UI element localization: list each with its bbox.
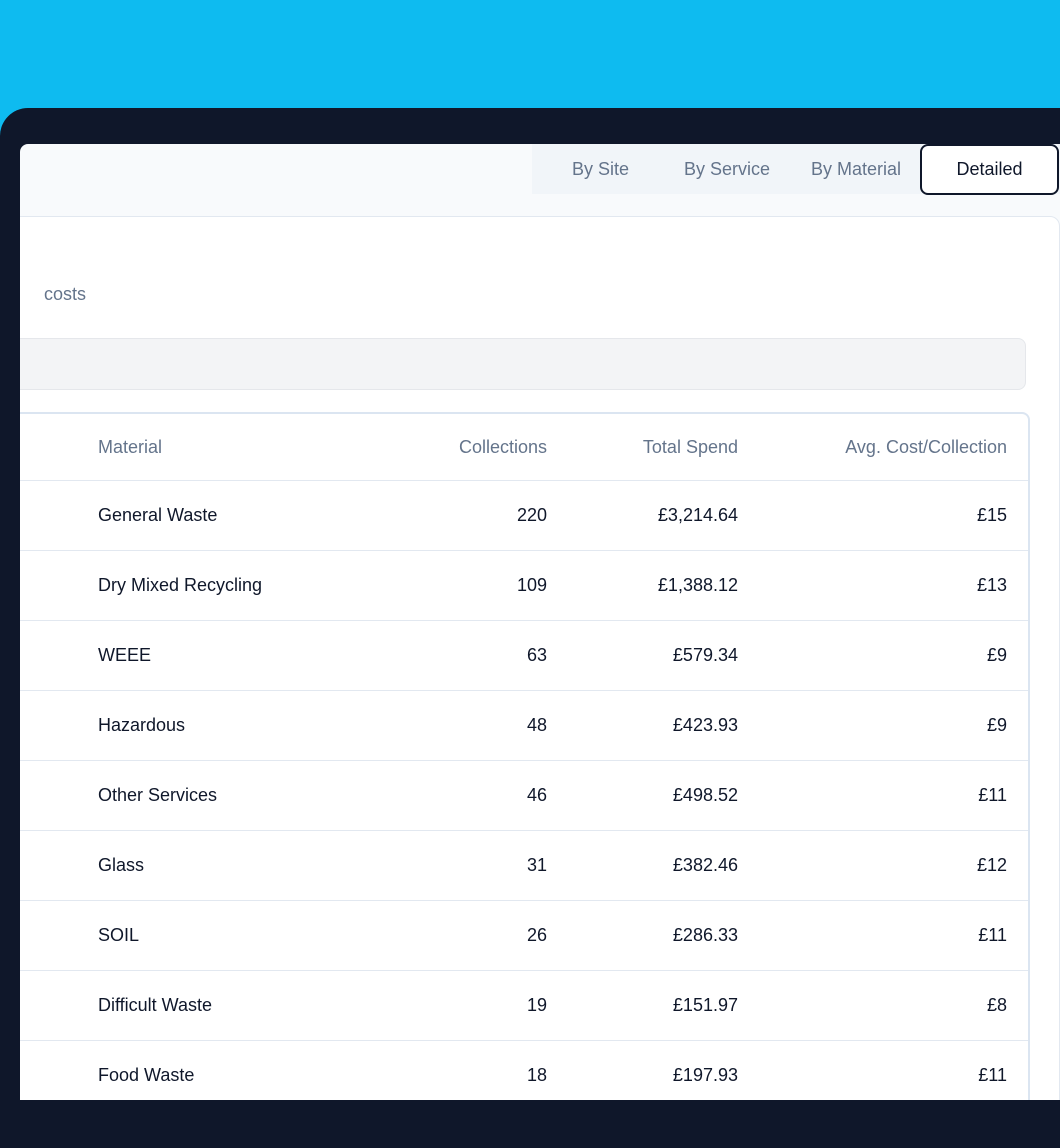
cell-material: Dry Mixed Recycling <box>98 574 263 595</box>
table-row[interactable]: Dry Mixed Recycling 109 £1,388.12 £13 <box>20 550 1028 621</box>
tab-by-site[interactable]: By Site <box>572 159 630 179</box>
cell-total-spend: £382.46 <box>672 854 738 875</box>
cell-material: WEEE <box>98 644 152 665</box>
cell-avg-cost: £15 <box>976 504 1007 525</box>
table-row[interactable]: WEEE 63 £579.34 £9 <box>20 620 1028 691</box>
search-input[interactable] <box>20 338 1026 390</box>
table-row[interactable]: Other Services 46 £498.52 £11 <box>20 760 1028 831</box>
table-row[interactable]: Difficult Waste 19 £151.97 £8 <box>20 970 1028 1041</box>
cell-total-spend: £3,214.64 <box>657 504 738 525</box>
cell-total-spend: £423.93 <box>672 714 738 735</box>
cell-total-spend: £286.33 <box>672 924 738 945</box>
cell-collections: 19 <box>526 994 547 1015</box>
cell-avg-cost: £9 <box>986 644 1007 665</box>
cell-material: Other Services <box>98 784 218 805</box>
cell-material: Food Waste <box>98 1064 195 1085</box>
tab-by-material[interactable]: By Material <box>811 159 902 179</box>
cell-avg-cost: £11 <box>978 924 1007 945</box>
cell-collections: 63 <box>526 644 547 665</box>
view-tabs: By Site By Service By Material Detailed <box>532 144 1060 195</box>
cell-total-spend: £151.97 <box>672 994 738 1015</box>
cell-collections: 46 <box>526 784 547 805</box>
cell-collections: 220 <box>516 504 547 525</box>
header-collections[interactable]: Collections <box>458 436 547 457</box>
tab-by-service[interactable]: By Service <box>684 159 771 179</box>
cell-avg-cost: £12 <box>976 854 1007 875</box>
cell-total-spend: £579.34 <box>672 644 738 665</box>
cell-material: SOIL <box>98 924 140 945</box>
cell-avg-cost: £13 <box>976 574 1007 595</box>
cell-collections: 18 <box>526 1064 547 1085</box>
header-material[interactable]: Material <box>98 436 163 457</box>
cell-avg-cost: £8 <box>986 994 1007 1015</box>
table-row[interactable]: Food Waste 18 £197.93 £11 <box>20 1040 1028 1100</box>
cell-material: Hazardous <box>98 714 186 735</box>
cell-total-spend: £1,388.12 <box>657 574 738 595</box>
table-row[interactable]: Glass 31 £382.46 £12 <box>20 830 1028 901</box>
cell-avg-cost: £11 <box>978 784 1007 805</box>
cell-collections: 26 <box>526 924 547 945</box>
cell-collections: 109 <box>516 574 547 595</box>
materials-table: Material Collections Total Spend Avg. Co… <box>20 412 1030 1100</box>
cell-material: Glass <box>98 854 145 875</box>
app-screen: By Site By Service By Material Detailed … <box>20 144 1060 1100</box>
cell-avg-cost: £11 <box>978 1064 1007 1085</box>
cell-total-spend: £197.93 <box>672 1064 738 1085</box>
table-header-row: Material Collections Total Spend Avg. Co… <box>20 414 1028 481</box>
cell-avg-cost: £9 <box>986 714 1007 735</box>
cell-collections: 31 <box>526 854 547 875</box>
cell-material: General Waste <box>98 504 218 525</box>
table-row[interactable]: General Waste 220 £3,214.64 £15 <box>20 480 1028 551</box>
cell-material: Difficult Waste <box>98 994 213 1015</box>
header-avg-cost[interactable]: Avg. Cost/Collection <box>845 436 1007 457</box>
table-row[interactable]: SOIL 26 £286.33 £11 <box>20 900 1028 971</box>
header-total-spend[interactable]: Total Spend <box>642 436 738 457</box>
cell-total-spend: £498.52 <box>672 784 738 805</box>
card-subtitle: costs <box>44 284 87 304</box>
cell-collections: 48 <box>526 714 547 735</box>
tab-detailed[interactable]: Detailed <box>920 144 1059 195</box>
table-row[interactable]: Hazardous 48 £423.93 £9 <box>20 690 1028 761</box>
